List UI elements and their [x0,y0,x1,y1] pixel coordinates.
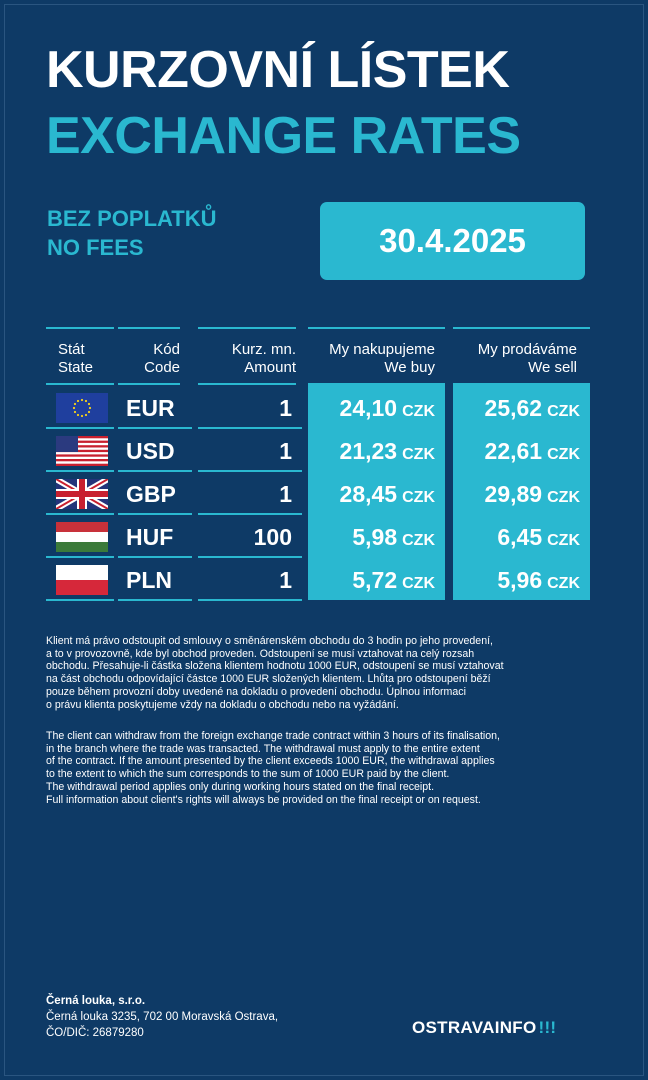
row-divider [46,599,114,601]
row-divider [198,556,302,558]
header-amount-cz: Kurz. mn. [231,341,296,358]
sell-rate-gbp: 29,89 CZK [453,481,580,508]
currency-code-huf: HUF [126,524,174,550]
header-state-en: State [58,359,94,376]
currency-unit: CZK [402,575,435,592]
buy-value: 5,98 [352,524,398,550]
ostravainfo-logo: OSTRAVAINFO!!! [412,1018,556,1038]
row-divider [198,427,302,429]
currency-unit: CZK [547,532,580,549]
row-divider [118,427,192,429]
row-divider [198,470,302,472]
eu-flag-icon [56,393,108,423]
currency-code-pln: PLN [126,567,172,593]
notes-english: The client can withdraw from the foreign… [46,730,501,806]
sell-rate-pln: 5,96 CZK [453,567,580,594]
amount-eur: 1 [279,395,292,421]
sell-value: 6,45 [497,524,543,550]
row-divider [198,513,302,515]
header-sell: My prodáváme We sell [453,327,590,385]
currency-code-gbp: GBP [126,481,176,507]
sell-column-background [453,385,590,600]
sell-rate-huf: 6,45 CZK [453,524,580,551]
hu-flag-icon [56,522,108,552]
date-badge: 30.4.2025 [320,202,585,280]
currency-code-usd: USD [126,438,175,464]
currency-unit: CZK [547,446,580,463]
buy-rate-usd: 21,23 CZK [308,438,435,465]
row-divider [46,513,114,515]
header-buy-cz: My nakupujeme [329,341,435,358]
amount-huf: 100 [253,524,292,550]
uk-flag-icon [56,479,108,509]
currency-unit: CZK [402,403,435,420]
sell-value: 5,96 [497,567,543,593]
row-divider [46,470,114,472]
title-english: EXCHANGE RATES [46,107,521,165]
row-divider [118,599,192,601]
sell-value: 22,61 [484,438,543,464]
currency-unit: CZK [547,489,580,506]
buy-value: 28,45 [339,481,398,507]
amount-gbp: 1 [279,481,292,507]
us-flag-icon [56,436,108,466]
company-info: Černá louka, s.r.o. Černá louka 3235, 70… [46,993,278,1041]
header-code-cz: Kód [153,341,180,358]
buy-value: 24,10 [339,395,398,421]
amount-usd: 1 [279,438,292,464]
no-fees-english: NO FEES [47,235,144,260]
buy-rate-eur: 24,10 CZK [308,395,435,422]
currency-unit: CZK [402,489,435,506]
header-sell-cz: My prodáváme [477,341,577,358]
header-code-en: Code [144,359,180,376]
currency-code-eur: EUR [126,395,175,421]
company-name: Černá louka, s.r.o. [46,995,146,1007]
notes-czech: Klient má právo odstoupit od smlouvy o s… [46,635,504,711]
header-amount-en: Amount [244,359,296,376]
header-state: Stát State [46,327,114,385]
row-divider [118,556,192,558]
header-buy: My nakupujeme We buy [308,327,445,385]
logo-text: OSTRAVAINFO [412,1018,537,1037]
header-sell-en: We sell [528,359,577,376]
no-fees-czech: BEZ POPLATKŮ [47,206,217,231]
buy-rate-gbp: 28,45 CZK [308,481,435,508]
buy-column-background [308,385,445,600]
currency-unit: CZK [547,403,580,420]
sell-rate-eur: 25,62 CZK [453,395,580,422]
buy-value: 21,23 [339,438,398,464]
currency-unit: CZK [402,532,435,549]
currency-unit: CZK [547,575,580,592]
sell-rate-usd: 22,61 CZK [453,438,580,465]
header-buy-en: We buy [384,359,435,376]
header-state-cz: Stát [58,341,85,358]
buy-value: 5,72 [352,567,398,593]
row-divider [46,427,114,429]
date-value: 30.4.2025 [379,222,526,259]
row-divider [118,470,192,472]
sell-value: 25,62 [484,395,543,421]
header-code: Kód Code [118,327,180,385]
rates-table: Stát State Kód Code Kurz. mn. Amount My … [46,327,590,602]
title-czech: KURZOVNÍ LÍSTEK [46,41,510,99]
row-divider [198,599,302,601]
buy-rate-huf: 5,98 CZK [308,524,435,551]
currency-unit: CZK [402,446,435,463]
amount-pln: 1 [279,567,292,593]
header-amount: Kurz. mn. Amount [198,327,296,385]
logo-mark: !!! [538,1018,557,1037]
buy-rate-pln: 5,72 CZK [308,567,435,594]
sell-value: 29,89 [484,481,543,507]
no-fees-label: BEZ POPLATKŮ NO FEES [47,204,216,262]
row-divider [118,513,192,515]
company-ids: ČO/DIČ: 26879280 [46,1027,144,1039]
company-address: Černá louka 3235, 702 00 Moravská Ostrav… [46,1011,279,1023]
row-divider [46,556,114,558]
pl-flag-icon [56,565,108,595]
